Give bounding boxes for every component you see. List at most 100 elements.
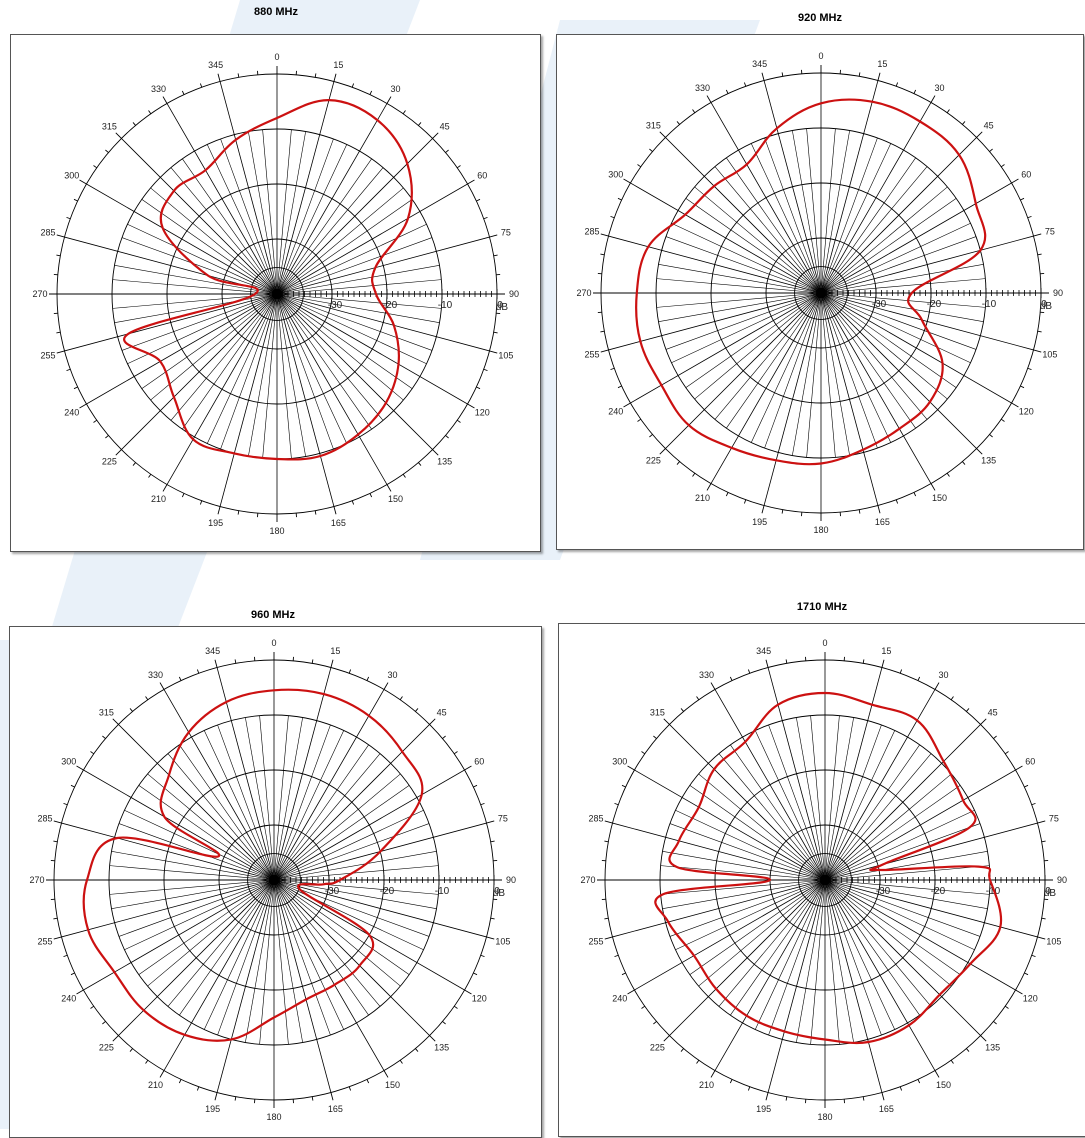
angle-label: 60 [477, 171, 487, 181]
angle-label: 255 [41, 350, 56, 360]
grid-spoke [124, 880, 274, 950]
outer-tick [235, 1097, 236, 1101]
outer-tick [238, 511, 239, 515]
outer-tick [1028, 216, 1032, 217]
outer-tick [966, 708, 969, 711]
outer-tick [981, 1036, 987, 1042]
grid-spoke [220, 294, 277, 507]
outer-tick [430, 1036, 436, 1042]
outer-tick [64, 955, 68, 956]
db-unit-label: dB [496, 302, 509, 313]
angle-label: 285 [38, 814, 53, 824]
chart-title: 880 MHz [254, 6, 298, 18]
db-unit-label: dB [493, 888, 506, 899]
outer-tick [473, 785, 477, 787]
outer-tick [628, 990, 635, 994]
outer-tick [490, 351, 498, 353]
angle-label: 90 [509, 289, 519, 299]
outer-tick [660, 132, 666, 138]
db-label: -10 [435, 886, 450, 897]
outer-tick [604, 918, 608, 919]
outer-tick [56, 255, 60, 256]
grid-spoke [825, 824, 980, 880]
angle-label: 165 [331, 518, 346, 528]
outer-tick [468, 180, 475, 184]
grid-spoke [825, 823, 1038, 880]
angle-label: 135 [437, 457, 452, 467]
polar-chart: 0153045607590105120135150165180195210225… [559, 624, 1085, 1136]
grid-spoke [821, 138, 877, 293]
angle-label: 105 [498, 350, 513, 360]
angle-label: 165 [328, 1104, 343, 1114]
grid-spoke [122, 238, 277, 294]
outer-tick [418, 122, 421, 125]
grid-spoke [274, 880, 288, 1044]
outer-tick [331, 1093, 333, 1101]
angle-label: 15 [330, 646, 340, 656]
outer-tick [878, 506, 880, 514]
grid-spoke [821, 293, 971, 363]
outer-tick [454, 752, 457, 754]
grid-spoke [661, 880, 825, 894]
outer-tick [1032, 955, 1036, 956]
grid-spoke [811, 716, 825, 880]
grid-spoke [277, 294, 291, 458]
outer-tick [1005, 752, 1008, 754]
grid-spoke [671, 293, 821, 363]
outer-tick [80, 404, 87, 408]
db-label: -30 [876, 886, 891, 897]
outer-tick [94, 166, 97, 168]
outer-tick [160, 1071, 164, 1078]
outer-tick [748, 1087, 749, 1091]
grid-spoke [277, 224, 427, 294]
grid-spoke [274, 880, 344, 1030]
outer-tick [748, 670, 749, 674]
outer-tick [618, 198, 622, 200]
outer-tick [681, 1049, 684, 1052]
angle-label: 90 [1057, 875, 1067, 885]
outer-tick [697, 697, 699, 700]
angle-label: 345 [205, 646, 220, 656]
db-unit-label: dB [1040, 301, 1053, 312]
polar-chart: 0153045607590105120135150165180195210225… [10, 627, 541, 1137]
outer-tick [197, 670, 198, 674]
grid-spoke [217, 667, 274, 880]
grid-spoke [122, 294, 277, 350]
outer-tick [900, 1087, 901, 1091]
outer-tick [615, 803, 619, 804]
grid-spoke [277, 139, 333, 294]
grid-spoke [204, 880, 274, 1030]
db-label: -30 [328, 300, 343, 311]
grid-spoke [769, 880, 825, 1035]
angle-label: 345 [208, 60, 223, 70]
grid-spoke [768, 880, 825, 1093]
grid-spoke [221, 139, 277, 294]
outer-tick [914, 90, 916, 94]
angle-label: 180 [269, 526, 284, 536]
outer-tick [446, 150, 449, 153]
angle-label: 330 [699, 670, 714, 680]
outer-tick [476, 199, 480, 201]
outer-tick [697, 1060, 699, 1063]
outer-tick [935, 1071, 939, 1078]
grid-spoke [207, 144, 277, 294]
db-label: -20 [931, 886, 946, 897]
grid-spoke [61, 823, 274, 880]
outer-tick [653, 736, 656, 739]
outer-tick [197, 1087, 198, 1091]
outer-tick [624, 179, 631, 183]
grid-spoke [274, 716, 288, 880]
grid-spoke [821, 223, 971, 293]
outer-tick [67, 369, 71, 370]
center-point [816, 288, 826, 298]
outer-tick [387, 485, 391, 492]
outer-tick [384, 1071, 388, 1078]
outer-tick [1038, 821, 1046, 823]
outer-tick [1024, 973, 1028, 975]
outer-tick [77, 766, 84, 770]
grid-spoke [218, 880, 274, 1035]
outer-tick [600, 254, 604, 255]
db-label: -10 [438, 300, 453, 311]
db-label: -20 [380, 886, 395, 897]
